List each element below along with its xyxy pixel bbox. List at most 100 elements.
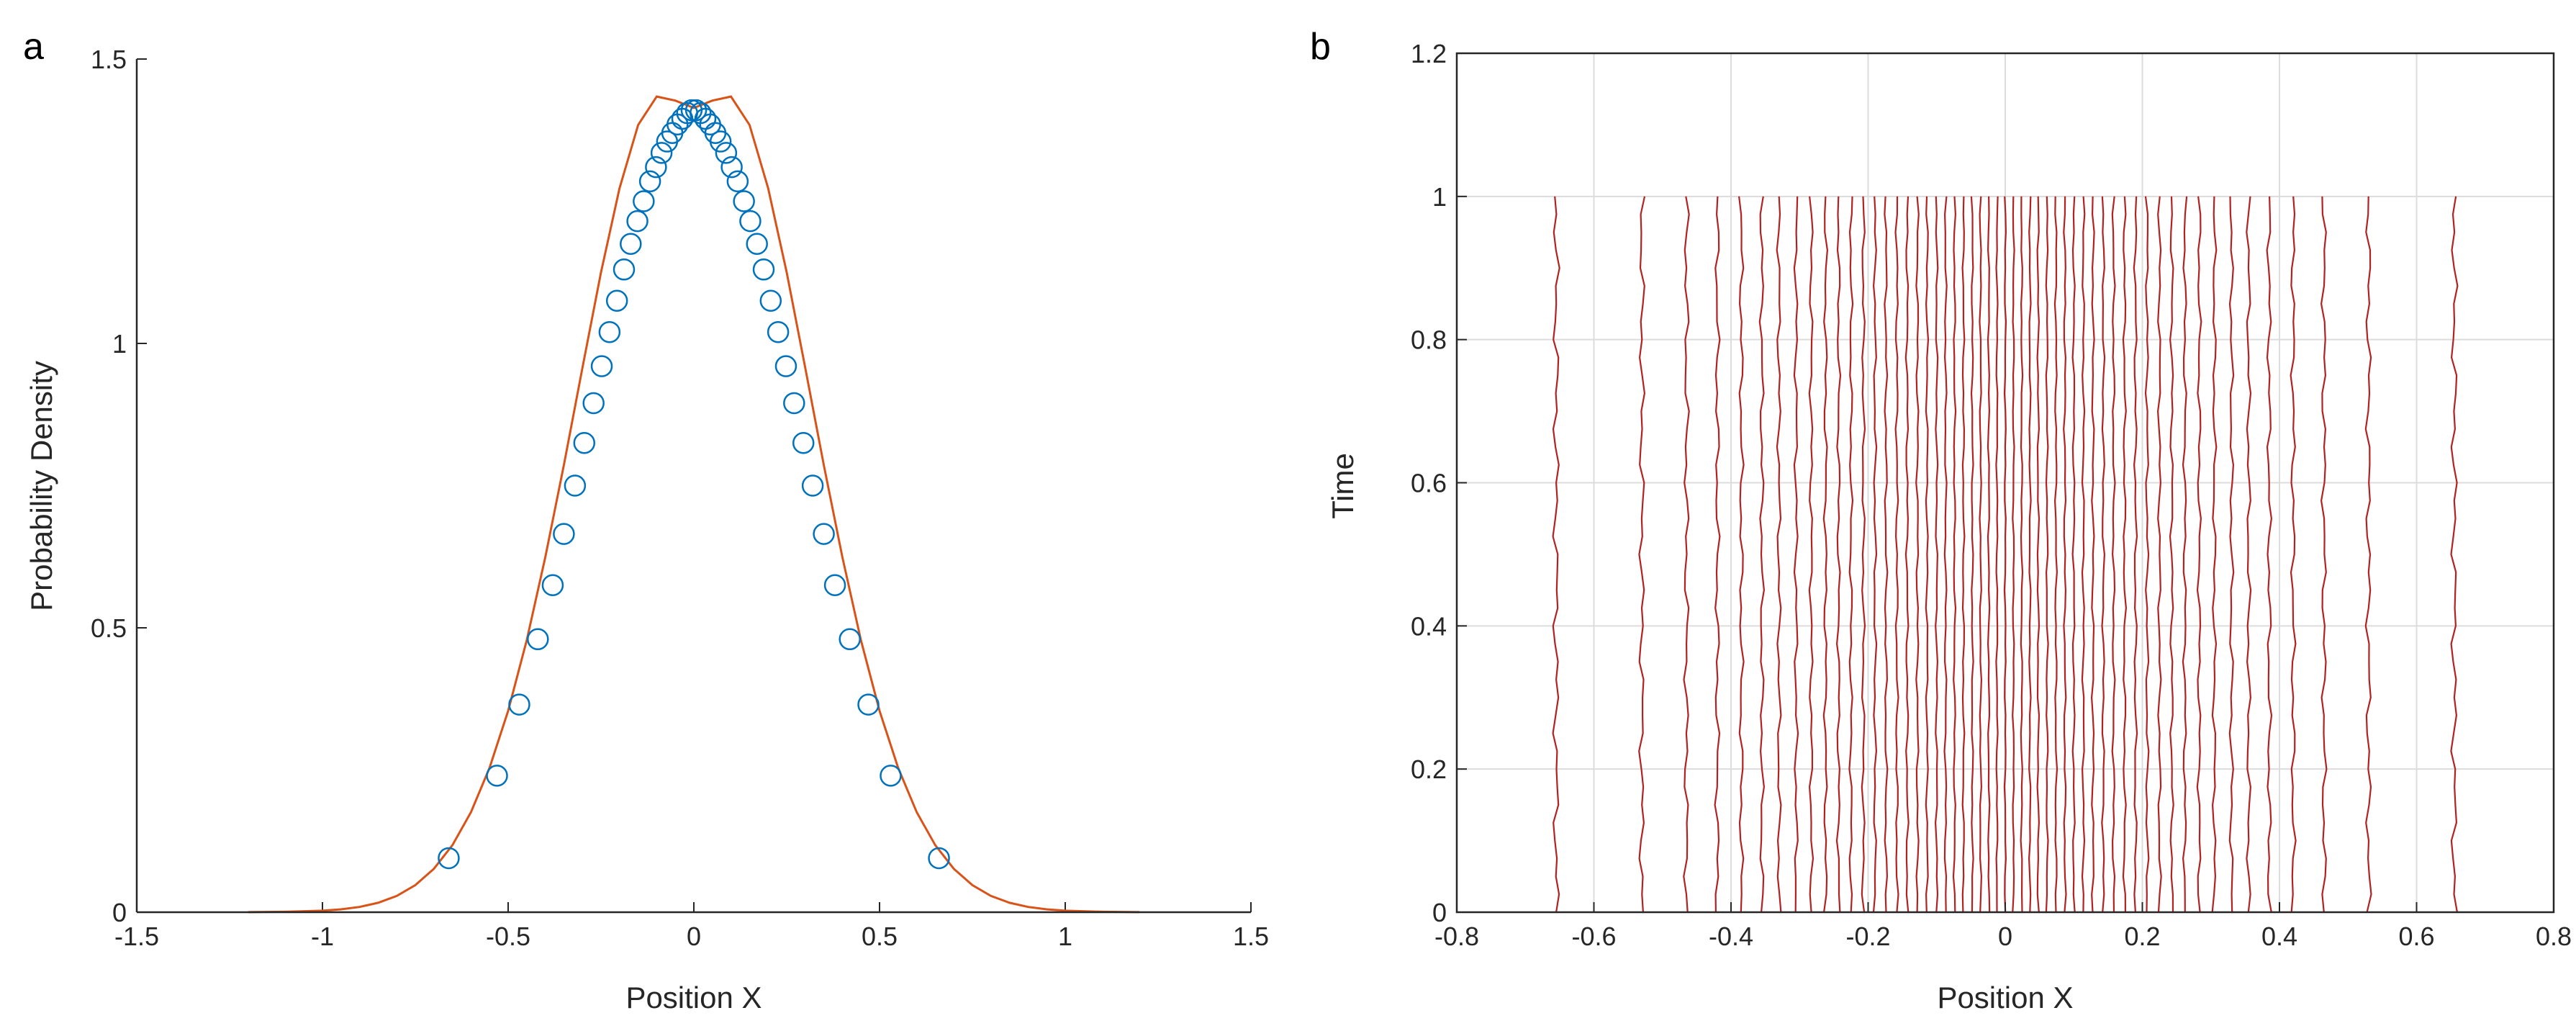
panel-a-xlabel: Position X — [625, 981, 761, 1014]
panel-b-trajectory — [1552, 196, 1560, 913]
panel-b-trajectory — [2003, 196, 2007, 913]
panel-b-ytick-label: 0.8 — [1411, 325, 1447, 355]
panel-a-data-point — [857, 693, 880, 716]
panel-b-xlabel: Position X — [1937, 981, 2073, 1014]
panel-a-theory-curve — [248, 95, 1140, 914]
panel-b-trajectory — [2028, 196, 2032, 913]
panel-b-yticks: 0 0.2 0.4 0.6 0.8 1 1.2 — [1411, 39, 1467, 927]
panel-a-xtick-label: -1 — [311, 922, 334, 951]
panel-b-xtick-label: -0.2 — [1845, 922, 1890, 951]
panel-b-trajectory — [1714, 196, 1721, 913]
panel-a-xticks: -1.5 -1 -0.5 0 0.5 1 1.5 — [114, 902, 1269, 951]
panel-a-data-point — [746, 233, 768, 255]
panel-b-trajectory — [1952, 196, 1957, 913]
panel-a-xtick-label: -1.5 — [114, 922, 159, 951]
panel-a-data-point — [783, 392, 805, 415]
panel-b-trajectory — [2169, 196, 2174, 913]
panel-a-data-point — [774, 355, 797, 377]
panel-b-trajectory — [2036, 196, 2041, 913]
panel-b-trajectory — [1915, 196, 1920, 913]
panel-b-xtick-label: 0.6 — [2398, 922, 2434, 951]
panel-b-trajectory — [1793, 196, 1799, 913]
panel-a-ytick-label: 0.5 — [91, 613, 127, 643]
panel-b-trajectory — [2196, 196, 2202, 913]
panel-b-trajectory — [1970, 196, 1974, 913]
panel-a-markers — [438, 99, 950, 870]
panel-a-data-point — [720, 156, 743, 179]
panel-b-trajectory — [1808, 196, 1815, 913]
panel-b-ytick-label: 0.6 — [1411, 469, 1447, 498]
panel-a-yticks: 0 0.5 1 1.5 — [91, 45, 147, 927]
panel-b-trajectory — [2111, 196, 2116, 913]
panel-b: b -0.8 -0.6 -0.4 -0.2 0 0.2 0.4 0.6 0.8 00.20.40… — [1310, 26, 2572, 1014]
panel-a-ytick-label: 1 — [112, 329, 127, 359]
panel-a-data-point — [739, 210, 761, 233]
panel-a-data-point — [598, 320, 621, 343]
panel-a-data-point — [553, 523, 575, 545]
panel-a-data-point — [582, 392, 605, 415]
panel-b-ytick-label: 0.4 — [1411, 611, 1447, 641]
panel-b-trajectories — [1552, 196, 2459, 913]
panel-b-trajectory — [2063, 196, 2067, 913]
panel-a-letter: a — [23, 26, 44, 68]
panel-a-data-point — [752, 258, 775, 281]
panel-b-trajectory — [1758, 196, 1766, 913]
panel-a-data-point — [928, 847, 950, 870]
panel-b-trajectory — [1872, 196, 1878, 913]
panel-b-trajectory — [2228, 196, 2235, 913]
panel-a-data-point — [645, 156, 667, 179]
panel-b-xtick-label: 0.8 — [2536, 922, 2572, 951]
panel-a-data-point — [620, 233, 642, 255]
panel-b-trajectory — [1638, 196, 1646, 913]
panel-b-trajectory — [2122, 196, 2128, 913]
panel-b-trajectory — [1934, 196, 1939, 913]
panel-a-data-point — [726, 170, 749, 193]
panel-a-data-point — [813, 523, 835, 545]
panel-b-ylabel: Time — [1326, 453, 1360, 519]
panel-b-trajectory — [2211, 196, 2218, 913]
panel-b-trajectory — [2246, 196, 2252, 913]
panel-a-data-point — [638, 170, 661, 193]
panel-a: a -1.5 -1 -0.5 0 0.5 1 1.5 0 0.5 1 1.5 Position X… — [23, 26, 1269, 1014]
panel-b-trajectory — [1683, 196, 1690, 913]
panel-b-xtick-label: 0.2 — [2124, 922, 2160, 951]
panel-b-trajectory — [2144, 196, 2150, 913]
panel-a-data-point — [801, 474, 824, 497]
panel-a-ylabel: Probability Density — [24, 361, 58, 611]
panel-a-data-point — [709, 130, 732, 153]
panel-b-trajectory — [1884, 196, 1889, 913]
panel-b-trajectory — [1738, 196, 1745, 913]
panel-b-ytick-label: 0 — [1432, 898, 1447, 927]
panel-b-ytick-label: 1 — [1432, 182, 1447, 212]
panel-b-trajectory — [2290, 196, 2297, 913]
panel-a-data-point — [733, 190, 755, 212]
panel-a-data-point — [486, 765, 508, 787]
panel-b-xtick-label: 0.4 — [2261, 922, 2297, 951]
panel-b-trajectory — [2020, 196, 2024, 913]
panel-b-trajectory — [1961, 196, 1966, 913]
panel-a-ytick-label: 1.5 — [91, 45, 127, 74]
panel-a-data-point — [590, 355, 613, 377]
panel-b-trajectory — [1979, 196, 1983, 913]
panel-a-ytick-label: 0 — [112, 898, 127, 927]
panel-b-trajectory — [1943, 196, 1948, 913]
panel-a-data-point — [633, 190, 655, 212]
panel-b-letter: b — [1310, 26, 1331, 68]
panel-b-xticks: -0.8 -0.6 -0.4 -0.2 0 0.2 0.4 0.6 0.8 — [1434, 902, 2572, 951]
panel-a-data-point — [438, 847, 460, 870]
panel-a-xtick-label: 1.5 — [1233, 922, 1269, 951]
panel-a-data-point — [839, 628, 861, 651]
panel-a-data-point — [880, 765, 902, 787]
panel-b-trajectory — [2133, 196, 2138, 913]
panel-a-data-point — [759, 289, 782, 312]
panel-b-trajectory — [1987, 196, 1991, 913]
panel-b-trajectory — [2053, 196, 2058, 913]
panel-b-trajectory — [1861, 196, 1866, 913]
panel-a-data-point — [508, 693, 530, 716]
panel-b-trajectory — [2045, 196, 2049, 913]
panel-b-trajectory — [2364, 196, 2372, 913]
panel-b-trajectory — [1835, 196, 1842, 913]
panel-a-data-point — [605, 289, 628, 312]
panel-a-data-point — [767, 320, 790, 343]
